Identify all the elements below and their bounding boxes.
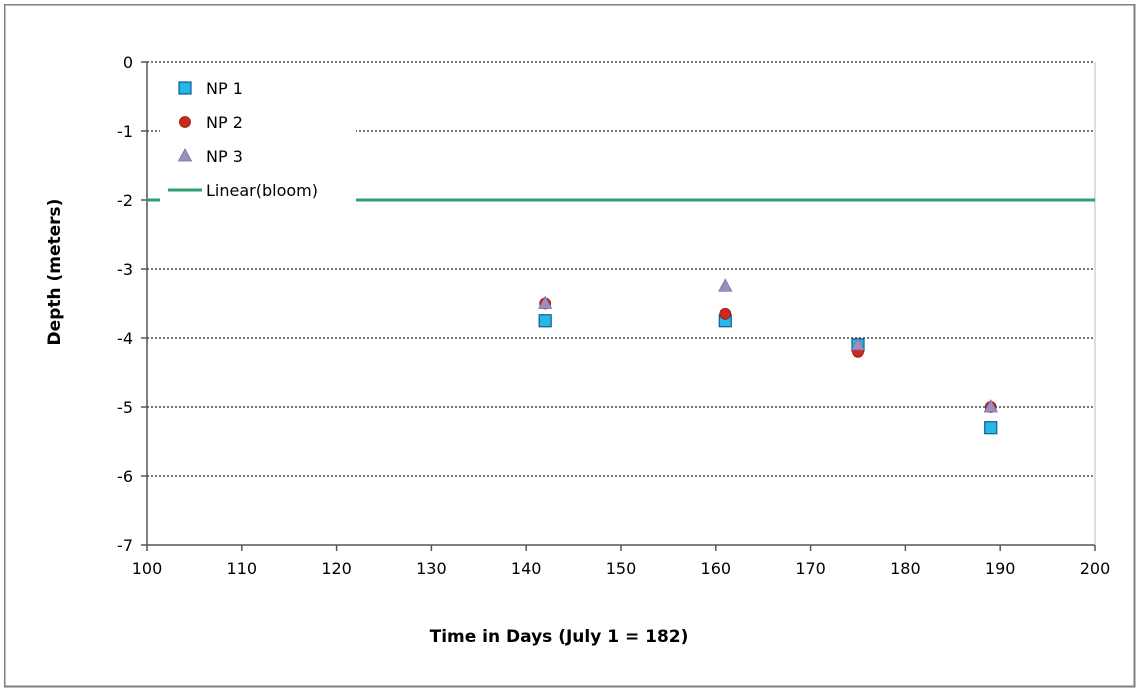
legend-label-np1: NP 1 (206, 79, 243, 98)
data-point-np2 (719, 307, 732, 320)
x-tick-label: 110 (227, 559, 258, 578)
legend-marker-np3 (177, 148, 193, 162)
x-tick-label: 100 (132, 559, 163, 578)
legend-marker-np1 (178, 81, 192, 95)
chart-frame: 0 -1 -2 -3 -4 -5 -6 -7 100 110 120 130 140 150 160 170 1… (3, 3, 1136, 688)
scatter-chart: 0 -1 -2 -3 -4 -5 -6 -7 100 110 120 130 140 150 160 170 1… (3, 3, 1136, 688)
data-point-np3 (983, 399, 998, 413)
x-tick-label: 170 (795, 559, 826, 578)
y-tick-label: -2 (117, 191, 133, 210)
x-tick-label: 120 (321, 559, 352, 578)
legend-marker-np2 (179, 116, 191, 128)
data-point-np1 (984, 421, 998, 435)
y-axis-title: Depth (meters) (45, 199, 65, 346)
series-np3 (537, 278, 998, 413)
y-tick-label: 0 (123, 53, 133, 72)
x-tick-label: 130 (416, 559, 447, 578)
x-tick-label: 200 (1080, 559, 1111, 578)
legend-background (160, 70, 356, 212)
legend-label-np3: NP 3 (206, 147, 243, 166)
data-point-np3 (537, 295, 553, 309)
x-tick-label: 150 (606, 559, 637, 578)
x-tick-label: 180 (890, 559, 921, 578)
x-tick-label: 190 (985, 559, 1016, 578)
y-tick-label: -5 (117, 398, 133, 417)
y-tick-label: -3 (117, 260, 133, 279)
x-axis-title: Time in Days (July 1 = 182) (430, 627, 689, 647)
axes: 0 -1 -2 -3 -4 -5 -6 -7 100 110 120 130 140 150 160 170 1… (117, 53, 1110, 578)
y-tick-label: -6 (117, 467, 133, 486)
x-tick-label: 140 (511, 559, 542, 578)
legend: NP 1 NP 2 NP 3 Linear(bloom) (160, 70, 356, 212)
y-tick-label: -1 (117, 122, 133, 141)
data-point-np1 (538, 314, 552, 328)
legend-label-np2: NP 2 (206, 113, 243, 132)
data-point-np3 (718, 278, 733, 292)
legend-label-bloom: Linear(bloom) (206, 181, 318, 200)
y-tick-label: -7 (117, 536, 133, 555)
data-point-np3 (850, 337, 866, 351)
y-tick-label: -4 (117, 329, 133, 348)
x-tick-label: 160 (701, 559, 732, 578)
